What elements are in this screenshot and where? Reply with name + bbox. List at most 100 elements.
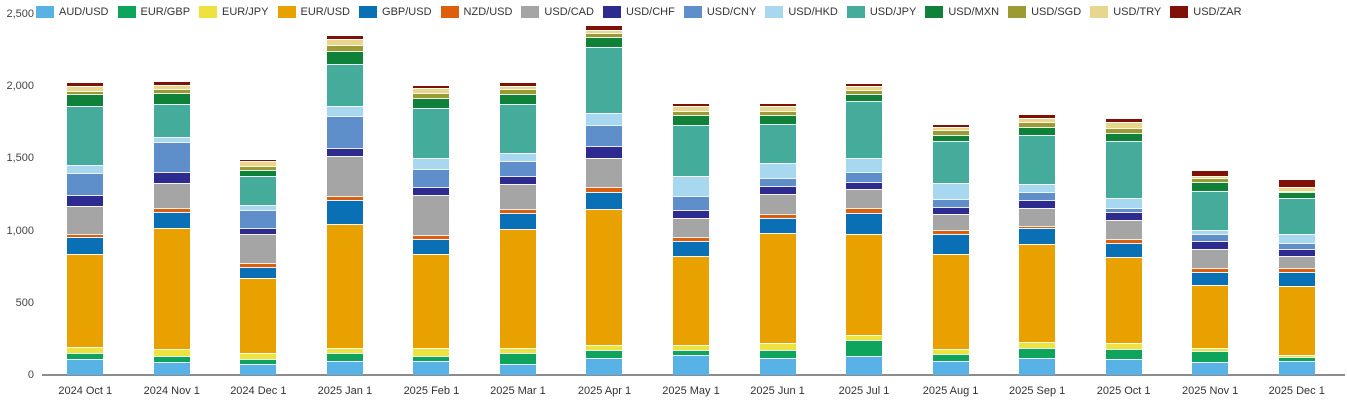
segment-usd-try[interactable] — [1105, 122, 1142, 129]
segment-usd-cny[interactable] — [67, 172, 104, 195]
segment-gbp-usd[interactable] — [499, 213, 536, 230]
segment-usd-chf[interactable] — [672, 209, 709, 218]
segment-gbp-usd[interactable] — [846, 213, 883, 234]
segment-usd-hkd[interactable] — [499, 153, 536, 162]
segment-eur-usd[interactable] — [413, 254, 450, 349]
segment-gbp-usd[interactable] — [672, 241, 709, 256]
segment-nzd-usd[interactable] — [1192, 268, 1229, 273]
segment-usd-hkd[interactable] — [1278, 233, 1315, 243]
legend-item-usd-cny[interactable]: USD/CNY — [683, 6, 756, 18]
segment-usd-chf[interactable] — [1019, 199, 1056, 208]
segment-usd-cny[interactable] — [1278, 242, 1315, 250]
segment-usd-cad[interactable] — [413, 194, 450, 235]
segment-gbp-usd[interactable] — [413, 238, 450, 255]
segment-aud-usd[interactable] — [1192, 362, 1229, 375]
segment-usd-hkd[interactable] — [932, 183, 969, 199]
segment-eur-jpy[interactable] — [153, 349, 190, 356]
segment-usd-try[interactable] — [1019, 118, 1056, 122]
bar-2024-dec-1[interactable] — [240, 159, 277, 375]
segment-usd-zar[interactable] — [672, 103, 709, 107]
segment-nzd-usd[interactable] — [672, 237, 709, 242]
segment-usd-hkd[interactable] — [1105, 198, 1142, 208]
segment-eur-usd[interactable] — [672, 255, 709, 346]
segment-usd-jpy[interactable] — [672, 125, 709, 176]
segment-gbp-usd[interactable] — [1019, 227, 1056, 245]
segment-usd-chf[interactable] — [1278, 249, 1315, 256]
segment-usd-sgd[interactable] — [846, 89, 883, 95]
segment-aud-usd[interactable] — [672, 354, 709, 375]
segment-gbp-usd[interactable] — [586, 192, 623, 209]
legend-item-eur-gbp[interactable]: EUR/GBP — [117, 6, 190, 18]
segment-gbp-usd[interactable] — [1105, 242, 1142, 258]
segment-usd-cny[interactable] — [326, 115, 363, 148]
bar-2025-nov-1[interactable] — [1192, 171, 1229, 375]
segment-gbp-usd[interactable] — [1192, 272, 1229, 286]
segment-aud-usd[interactable] — [1278, 360, 1315, 375]
segment-aud-usd[interactable] — [326, 361, 363, 375]
segment-usd-chf[interactable] — [499, 176, 536, 185]
segment-usd-jpy[interactable] — [1019, 135, 1056, 185]
segment-eur-gbp[interactable] — [1105, 349, 1142, 360]
segment-usd-zar[interactable] — [153, 81, 190, 85]
segment-eur-jpy[interactable] — [240, 352, 277, 360]
segment-usd-cny[interactable] — [586, 124, 623, 147]
segment-usd-hkd[interactable] — [240, 204, 277, 211]
segment-nzd-usd[interactable] — [1019, 226, 1056, 228]
segment-usd-cad[interactable] — [759, 193, 796, 215]
segment-usd-try[interactable] — [67, 85, 104, 91]
segment-usd-jpy[interactable] — [932, 141, 969, 183]
segment-usd-jpy[interactable] — [1105, 141, 1142, 199]
segment-usd-cad[interactable] — [1019, 207, 1056, 227]
segment-usd-cny[interactable] — [499, 161, 536, 177]
segment-usd-jpy[interactable] — [586, 46, 623, 113]
segment-usd-cad[interactable] — [1105, 219, 1142, 239]
segment-nzd-usd[interactable] — [326, 195, 363, 200]
segment-usd-zar[interactable] — [932, 125, 969, 127]
segment-usd-cad[interactable] — [1278, 255, 1315, 269]
segment-usd-mxn[interactable] — [67, 94, 104, 106]
segment-eur-gbp[interactable] — [932, 354, 969, 361]
legend-item-aud-usd[interactable]: AUD/USD — [36, 6, 109, 18]
segment-eur-jpy[interactable] — [1019, 341, 1056, 348]
segment-usd-mxn[interactable] — [1019, 126, 1056, 136]
segment-nzd-usd[interactable] — [1278, 268, 1315, 272]
bar-2025-jul-1[interactable] — [846, 84, 883, 375]
segment-usd-jpy[interactable] — [1192, 190, 1229, 230]
legend-item-usd-sgd[interactable]: USD/SGD — [1008, 6, 1081, 18]
segment-usd-try[interactable] — [586, 29, 623, 33]
segment-usd-hkd[interactable] — [153, 137, 190, 142]
segment-gbp-usd[interactable] — [240, 267, 277, 279]
segment-usd-cny[interactable] — [932, 198, 969, 207]
segment-usd-sgd[interactable] — [240, 165, 277, 171]
segment-nzd-usd[interactable] — [586, 187, 623, 193]
segment-usd-chf[interactable] — [932, 206, 969, 215]
segment-eur-gbp[interactable] — [1192, 351, 1229, 362]
segment-gbp-usd[interactable] — [326, 199, 363, 225]
segment-usd-jpy[interactable] — [759, 123, 796, 164]
segment-usd-cad[interactable] — [153, 182, 190, 208]
segment-eur-usd[interactable] — [67, 254, 104, 347]
bar-2025-may-1[interactable] — [672, 103, 709, 375]
bar-2025-apr-1[interactable] — [586, 25, 623, 375]
segment-nzd-usd[interactable] — [499, 208, 536, 214]
segment-aud-usd[interactable] — [67, 359, 104, 375]
segment-usd-sgd[interactable] — [1278, 190, 1315, 193]
bar-2024-oct-1[interactable] — [67, 83, 104, 375]
segment-eur-gbp[interactable] — [240, 359, 277, 365]
segment-usd-hkd[interactable] — [67, 164, 104, 173]
segment-usd-cad[interactable] — [67, 206, 104, 234]
segment-eur-gbp[interactable] — [759, 349, 796, 358]
segment-usd-zar[interactable] — [1019, 115, 1056, 119]
segment-usd-sgd[interactable] — [499, 89, 536, 95]
segment-usd-mxn[interactable] — [326, 50, 363, 64]
segment-usd-mxn[interactable] — [846, 94, 883, 101]
bar-2025-jan-1[interactable] — [326, 36, 363, 375]
segment-eur-gbp[interactable] — [1019, 347, 1056, 359]
segment-usd-zar[interactable] — [1192, 171, 1229, 176]
segment-usd-mxn[interactable] — [499, 94, 536, 104]
segment-gbp-usd[interactable] — [1278, 271, 1315, 286]
segment-nzd-usd[interactable] — [67, 233, 104, 238]
segment-usd-mxn[interactable] — [1192, 182, 1229, 191]
segment-usd-cny[interactable] — [672, 195, 709, 210]
segment-usd-chf[interactable] — [326, 147, 363, 156]
